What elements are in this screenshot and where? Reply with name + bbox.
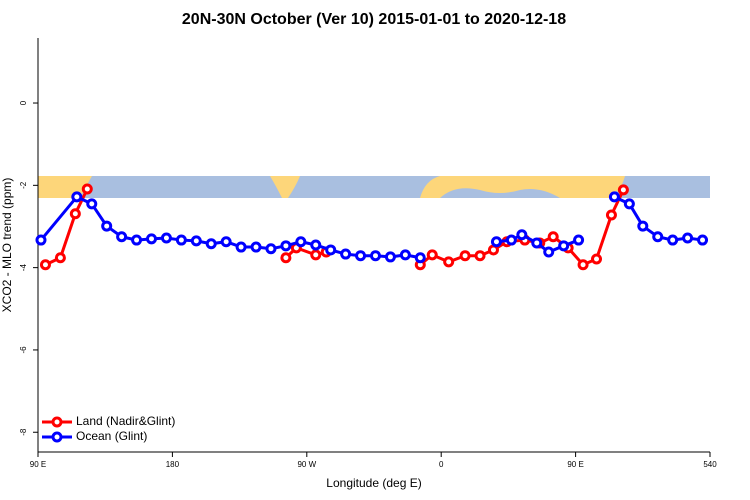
legend-label: Land (Nadir&Glint)	[76, 414, 175, 428]
point	[414, 252, 426, 264]
point	[573, 234, 585, 246]
point	[190, 235, 202, 247]
point	[101, 220, 113, 232]
x-tick-label: 0	[439, 460, 444, 469]
point	[399, 249, 411, 261]
point	[443, 256, 455, 268]
x-axis-label: Longitude (deg E)	[326, 476, 421, 490]
point	[54, 252, 66, 264]
point	[623, 198, 635, 210]
point	[605, 209, 617, 221]
point	[617, 184, 629, 196]
y-tick-label: -4	[19, 264, 28, 272]
point	[310, 249, 322, 261]
point	[81, 183, 93, 195]
point	[71, 191, 83, 203]
point	[558, 240, 570, 252]
point	[608, 191, 620, 203]
point	[355, 250, 367, 262]
point	[220, 236, 232, 248]
point	[490, 236, 502, 248]
point	[250, 241, 262, 253]
point	[145, 233, 157, 245]
point	[205, 238, 217, 250]
y-tick-label: 0	[19, 100, 28, 105]
point	[637, 220, 649, 232]
point	[280, 252, 292, 264]
point	[577, 259, 589, 271]
point	[295, 236, 307, 248]
point	[697, 234, 709, 246]
point	[547, 231, 559, 243]
y-tick-label: -2	[19, 181, 28, 189]
x-tick-label: 90 E	[567, 460, 583, 469]
point	[591, 253, 603, 265]
y-tick-label: -6	[19, 346, 28, 354]
point	[325, 244, 337, 256]
series-line	[39, 195, 703, 260]
point	[505, 234, 517, 246]
point	[265, 243, 277, 255]
point	[35, 234, 47, 246]
point	[116, 231, 128, 243]
point	[543, 246, 555, 258]
y-tick-label: -8	[19, 428, 28, 436]
point	[474, 250, 486, 262]
y-axis-label: XCO2 - MLO trend (ppm)	[0, 178, 14, 313]
point	[86, 198, 98, 210]
point	[131, 234, 143, 246]
x-tick-label: 90 W	[297, 460, 316, 469]
map-strip	[38, 176, 710, 198]
point	[310, 239, 322, 251]
legend-marker	[51, 416, 63, 428]
point	[426, 249, 438, 261]
point	[459, 250, 471, 262]
x-tick-label: 180	[166, 460, 180, 469]
point	[280, 240, 292, 252]
point	[369, 250, 381, 262]
point	[384, 251, 396, 263]
point	[39, 259, 51, 271]
point	[652, 231, 664, 243]
point	[160, 232, 172, 244]
x-tick-label: 90 E	[30, 460, 46, 469]
legend-marker	[51, 431, 63, 443]
point	[175, 234, 187, 246]
point	[235, 241, 247, 253]
point	[531, 237, 543, 249]
point	[667, 234, 679, 246]
point	[682, 232, 694, 244]
point	[340, 248, 352, 260]
x-tick-label: 540	[703, 460, 717, 469]
point	[516, 229, 528, 241]
chart-title: 20N-30N October (Ver 10) 2015-01-01 to 2…	[182, 11, 566, 28]
point	[69, 208, 81, 220]
legend-label: Ocean (Glint)	[76, 429, 147, 443]
